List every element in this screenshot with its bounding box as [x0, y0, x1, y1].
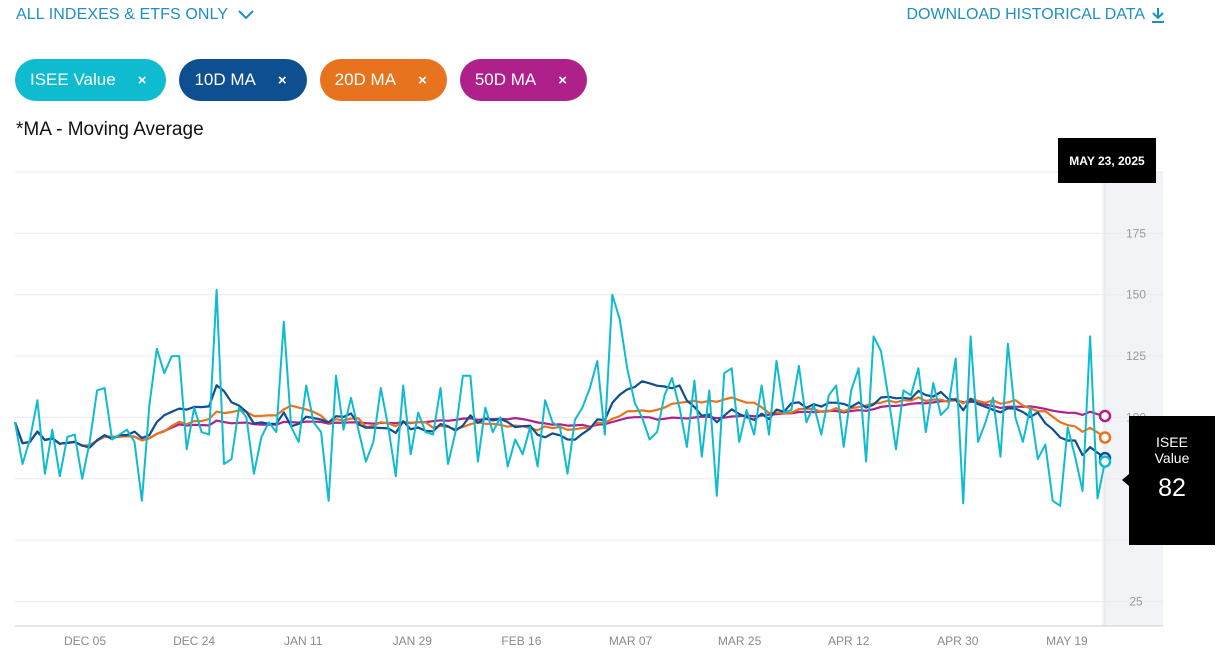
x-tick-label: FEB 16: [501, 634, 541, 648]
close-icon[interactable]: ×: [418, 71, 427, 89]
ma-10d-line: [13, 380, 1106, 459]
value-tooltip: ISEE Value 82: [1122, 416, 1215, 545]
ma-20d-marker: [1098, 431, 1112, 444]
hover-band: [1102, 172, 1163, 626]
date-tooltip: MAY 23, 2025: [1058, 138, 1156, 183]
y-tick-label: 125: [1126, 349, 1146, 363]
chip-isee-value[interactable]: ISEE Value ×: [15, 59, 167, 101]
chip-label: 50D MA: [474, 70, 537, 89]
isee-value-marker: [1098, 455, 1112, 468]
y-tick-label: 25: [1129, 594, 1143, 608]
ma-20d-line: [13, 396, 1106, 447]
chip-label: 20D MA: [334, 70, 397, 89]
x-tick-label: JAN 29: [393, 634, 433, 648]
chip-10d-ma[interactable]: 10D MA ×: [179, 59, 307, 101]
close-icon[interactable]: ×: [137, 71, 147, 89]
download-icon: [1152, 8, 1164, 23]
tooltip-series-label: ISEE Value: [1154, 434, 1190, 466]
chevron-down-icon: [238, 10, 254, 20]
close-icon[interactable]: ×: [277, 71, 287, 89]
x-tick-label: APR 12: [828, 634, 870, 648]
x-tick-label: MAY 19: [1046, 634, 1088, 648]
chip-label: 10D MA: [194, 70, 256, 89]
x-tick-label: DEC 05: [64, 634, 106, 648]
x-tick-label: DEC 24: [173, 634, 215, 648]
ma-50d-marker: [1098, 409, 1112, 423]
close-icon[interactable]: ×: [558, 71, 568, 89]
tooltip-value: 82: [1158, 474, 1186, 502]
x-tick-label: JAN 11: [284, 634, 323, 648]
download-historical-data-link[interactable]: DOWNLOAD HISTORICAL DATA: [906, 6, 1165, 24]
x-tick-label: MAR 07: [609, 634, 653, 648]
series-chips: ISEE Value × 10D MA × 20D MA × 50D MA ×: [15, 59, 588, 101]
index-filter-dropdown[interactable]: ALL INDEXES & ETFS ONLY: [16, 6, 254, 24]
y-tick-label: 150: [1126, 288, 1146, 302]
index-filter-label: ALL INDEXES & ETFS ONLY: [16, 6, 229, 23]
chip-50d-ma[interactable]: 50D MA ×: [459, 59, 588, 101]
isee-value-line: [14, 288, 1106, 507]
chip-label: ISEE Value: [30, 70, 116, 89]
x-tick-label: APR 30: [937, 634, 979, 648]
moving-average-footnote: *MA - Moving Average: [16, 119, 204, 140]
y-tick-label: 175: [1126, 226, 1146, 240]
chip-20d-ma[interactable]: 20D MA ×: [319, 59, 447, 101]
download-label: DOWNLOAD HISTORICAL DATA: [906, 6, 1145, 23]
x-tick-label: MAR 25: [718, 634, 762, 648]
